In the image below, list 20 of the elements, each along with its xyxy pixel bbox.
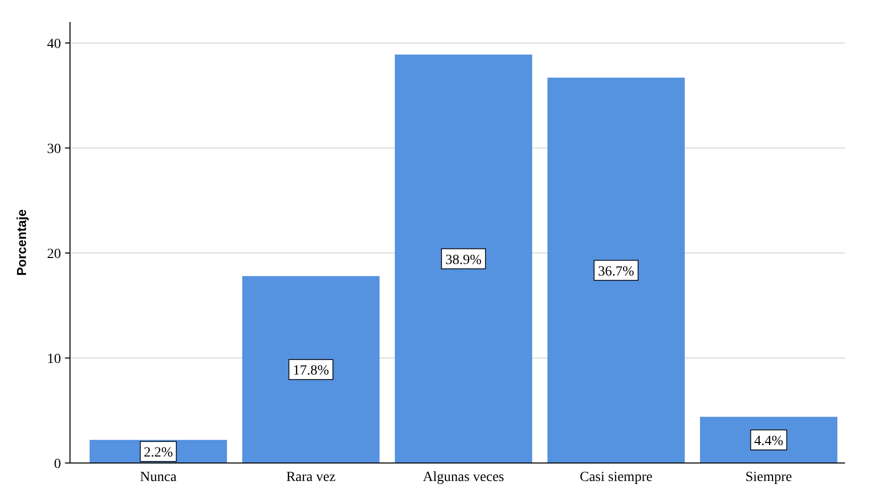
bar — [547, 78, 685, 463]
y-tick-label: 20 — [47, 247, 61, 262]
data-label: 2.2% — [144, 445, 174, 460]
bar — [394, 54, 532, 463]
y-tick-label: 10 — [47, 352, 61, 367]
y-axis-title: Porcentaje — [14, 209, 29, 276]
y-tick-label: 30 — [47, 142, 61, 157]
data-label: 36.7% — [598, 264, 635, 280]
bar — [242, 276, 380, 463]
y-tick-label: 40 — [47, 37, 61, 52]
x-tick-label: Siempre — [745, 470, 792, 485]
x-tick-label: Algunas veces — [422, 470, 504, 485]
x-tick-label: Nunca — [140, 470, 178, 485]
y-tick-label: 0 — [54, 457, 61, 472]
data-label: 38.9% — [445, 252, 482, 268]
data-label: 17.8% — [292, 364, 330, 379]
x-tick-label: Casi siempre — [580, 470, 652, 485]
bar — [700, 416, 838, 463]
x-tick-label: Rara vez — [286, 470, 336, 485]
data-label: 4.4% — [754, 434, 784, 449]
